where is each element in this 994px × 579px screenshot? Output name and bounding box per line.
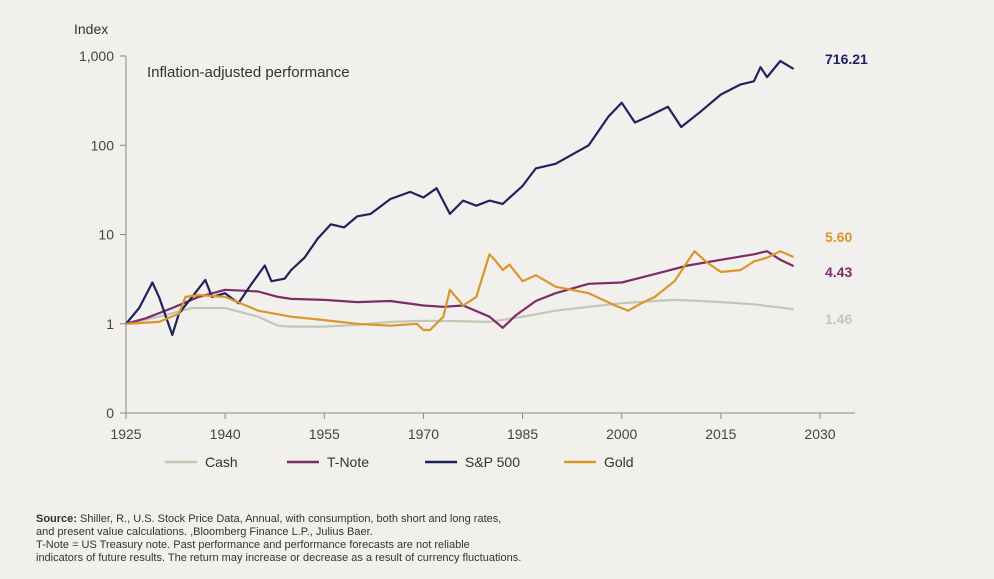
end-label-cash: 1.46 xyxy=(825,311,852,327)
chart-grid xyxy=(125,56,855,414)
legend: Cash T-Note S&P 500 Gold xyxy=(165,454,634,470)
y-tick-label: 1,000 xyxy=(79,48,114,64)
footnote-line-4: indicators of future results. The return… xyxy=(36,552,522,564)
source-label: Source: xyxy=(36,513,77,525)
legend-label-s-p-500: S&P 500 xyxy=(465,454,520,470)
y-tick-label: 10 xyxy=(98,227,114,243)
series-line-gold xyxy=(125,250,795,332)
end-label-gold: 5.60 xyxy=(825,229,852,245)
x-tick-label: 1940 xyxy=(210,426,241,442)
end-label-s-p-500: 716.21 xyxy=(825,51,868,67)
legend-label-t-note: T-Note xyxy=(327,454,369,470)
footnote-line-1-text: Shiller, R., U.S. Stock Price Data, Annu… xyxy=(76,513,502,525)
x-tick-label: 1970 xyxy=(408,426,439,442)
x-tick-label: 2030 xyxy=(804,426,835,442)
x-tick-label: 2015 xyxy=(705,426,736,442)
series-line-t-note xyxy=(125,250,795,329)
end-label-t-note: 4.43 xyxy=(825,264,852,280)
x-axis-ticks: 1925 1940 1955 1970 1985 2000 2015 2030 xyxy=(110,413,836,442)
footnote-line-2: and present value calculations. ,Bloombe… xyxy=(36,526,373,538)
x-tick-label: 1985 xyxy=(507,426,538,442)
end-value-labels: 1.46 4.43 716.21 5.60 xyxy=(825,51,868,327)
x-tick-label: 2000 xyxy=(606,426,637,442)
y-tick-label: 1 xyxy=(106,316,114,332)
chart-subtitle: Inflation-adjusted performance xyxy=(147,64,350,81)
y-tick-label: 0 xyxy=(106,405,114,421)
y-tick-label: 100 xyxy=(91,137,115,153)
legend-label-gold: Gold xyxy=(604,454,634,470)
footnote-line-1: Source: Shiller, R., U.S. Stock Price Da… xyxy=(36,513,736,526)
series-lines xyxy=(125,59,795,336)
x-tick-label: 1925 xyxy=(110,426,141,442)
x-tick-label: 1955 xyxy=(309,426,340,442)
legend-label-cash: Cash xyxy=(205,454,238,470)
series-line-s-p-500 xyxy=(125,59,795,336)
y-axis-title: Index xyxy=(74,21,108,37)
footnote-line-3: T-Note = US Treasury note. Past performa… xyxy=(36,539,470,551)
series-line-cash xyxy=(125,298,794,328)
footnote: Source: Shiller, R., U.S. Stock Price Da… xyxy=(36,513,736,565)
